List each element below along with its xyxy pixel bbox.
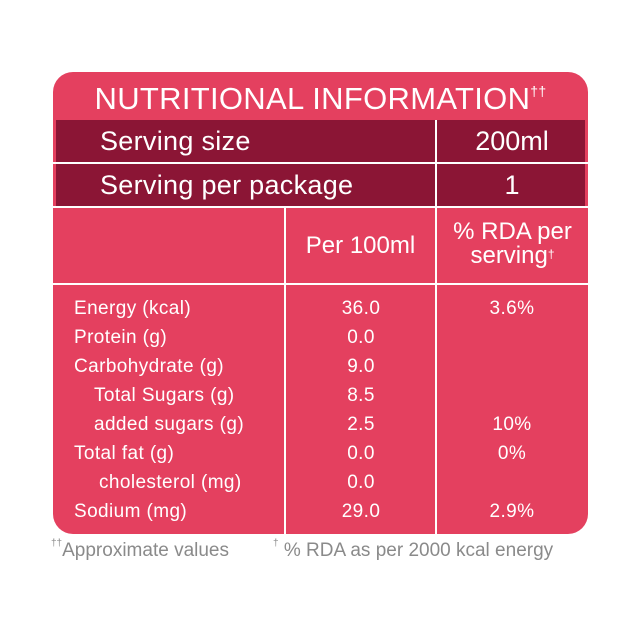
table-row: Energy (kcal) 36.0 3.6%: [53, 294, 588, 323]
title-footnote-mark: ††: [530, 83, 547, 99]
nutrient-name: Energy (kcal): [74, 298, 192, 319]
rda-value: 0%: [497, 443, 527, 464]
servings-per-package-row: Serving per package 1: [56, 164, 585, 206]
nutrient-name: Sodium (mg): [74, 501, 188, 522]
rda-value: 2.9%: [489, 501, 535, 522]
footnote-rda-mark: †: [273, 538, 279, 549]
footnote-approx-mark: ††: [51, 538, 63, 549]
nutrient-name: Total fat (g): [74, 443, 175, 464]
serving-size-value: 200ml: [475, 126, 549, 156]
footnote-approx-text: Approximate values: [62, 540, 229, 561]
nutrition-panel: NUTRITIONAL INFORMATION†† Serving size 2…: [53, 72, 588, 534]
header-per-100ml: Per 100ml: [305, 232, 416, 259]
serving-size-label: Serving size: [100, 126, 251, 156]
footnote-rda-text: % RDA as per 2000 kcal energy: [278, 540, 554, 561]
column-divider-1: [284, 208, 286, 534]
header-rda-line2: serving†: [437, 244, 588, 268]
nutrient-name: added sugars (g): [94, 414, 245, 435]
table-row: Total Sugars (g) 8.5: [53, 381, 588, 410]
header-rda-line2-text: serving: [470, 242, 548, 269]
nutrient-name: cholesterol (mg): [99, 472, 242, 493]
footnote-approximate: ††Approximate values: [51, 538, 229, 562]
title-text: NUTRITIONAL INFORMATION: [94, 81, 531, 116]
per100-value: 2.5: [347, 414, 375, 435]
serving-size-row: Serving size 200ml: [56, 120, 585, 162]
divider-bands: [53, 162, 588, 164]
per100-value: 36.0: [341, 298, 381, 319]
servings-value: 1: [504, 170, 520, 200]
header-rda-mark: †: [547, 247, 555, 261]
table-row: added sugars (g) 2.5 10%: [53, 410, 588, 439]
per100-value: 0.0: [347, 327, 375, 348]
rda-value: 3.6%: [489, 298, 535, 319]
header-rda-line1: % RDA per: [453, 218, 572, 245]
divider-header: [53, 283, 588, 285]
per100-value: 29.0: [341, 501, 381, 522]
table-row: Sodium (mg) 29.0 2.9%: [53, 497, 588, 526]
table-row: cholesterol (mg) 0.0: [53, 468, 588, 497]
per100-value: 8.5: [347, 385, 375, 406]
table-row: Carbohydrate (g) 9.0: [53, 352, 588, 381]
table-row: Protein (g) 0.0: [53, 323, 588, 352]
servings-label: Serving per package: [100, 170, 354, 200]
column-divider-2: [435, 208, 437, 534]
per100-value: 0.0: [347, 443, 375, 464]
nutrient-name: Carbohydrate (g): [74, 356, 225, 377]
per100-value: 9.0: [347, 356, 375, 377]
band-column-divider: [435, 120, 437, 208]
nutrient-name: Protein (g): [74, 327, 168, 348]
footnote-rda: † % RDA as per 2000 kcal energy: [273, 538, 554, 562]
divider-bands-bottom: [53, 206, 588, 208]
label-title: NUTRITIONAL INFORMATION††: [53, 72, 588, 120]
per100-value: 0.0: [347, 472, 375, 493]
header-rda: % RDA per serving†: [437, 220, 588, 268]
nutrient-name: Total Sugars (g): [94, 385, 235, 406]
table-row: Total fat (g) 0.0 0%: [53, 439, 588, 468]
rda-value: 10%: [492, 414, 532, 435]
